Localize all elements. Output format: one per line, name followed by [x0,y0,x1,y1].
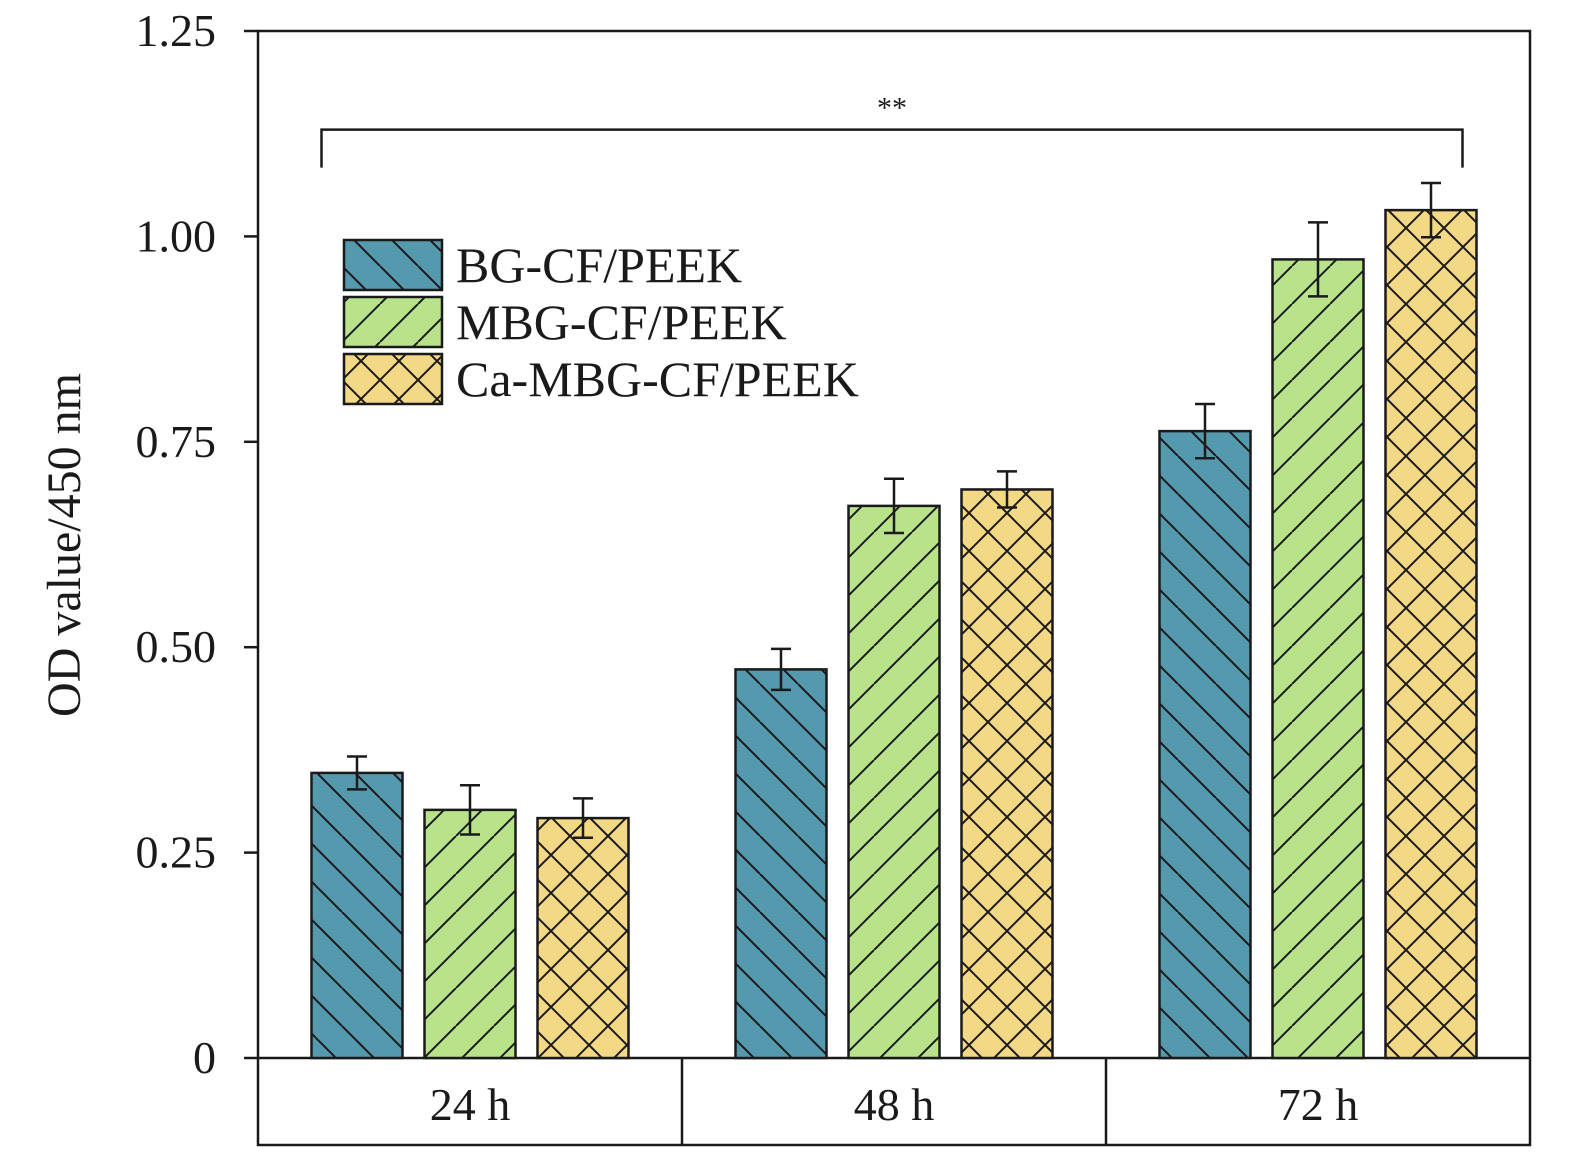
legend-item: MBG-CF/PEEK [342,294,787,350]
bars [310,208,1478,1060]
bar-hatch [1271,258,1365,1060]
category-label: 72 h [1278,1079,1359,1130]
y-tick-label: 0.50 [136,621,217,672]
y-axis-title: OD value/450 nm [38,373,91,717]
category-label: 24 h [430,1079,511,1130]
legend-swatch-hatch [342,295,444,349]
bar-hatch [847,504,941,1060]
y-axis: 0 0.25 0.50 0.75 1.00 1.25 [136,5,258,1083]
legend-label: Ca-MBG-CF/PEEK [456,351,859,407]
legend-item: Ca-MBG-CF/PEEK [342,351,859,407]
bar-hatch [423,808,517,1060]
significance-bracket [320,128,1464,168]
bar-hatch [536,816,630,1060]
bar-hatch [1158,429,1252,1060]
category-axis: 24 h 48 h 72 h [430,1058,1359,1145]
bar-hatch [310,771,404,1060]
y-tick-label: 1.00 [136,210,217,261]
legend-label: BG-CF/PEEK [456,237,742,293]
legend-swatch-hatch [342,238,444,292]
y-tick-label: 0.75 [136,416,217,467]
bar-hatch [734,668,828,1060]
legend-swatch-hatch [342,352,444,406]
bar-hatch [960,488,1054,1060]
y-tick-label: 1.25 [136,5,217,56]
category-label: 48 h [854,1079,935,1130]
y-tick-label: 0 [193,1032,216,1083]
error-bars [347,181,1441,840]
plot-frame [256,29,1532,1147]
y-tick-label: 0.25 [136,827,217,878]
significance-annotation: ** [320,92,1464,168]
legend-label: MBG-CF/PEEK [456,294,787,350]
bar-hatch [1384,208,1478,1060]
significance-label: ** [877,92,907,125]
legend-item: BG-CF/PEEK [342,237,742,293]
